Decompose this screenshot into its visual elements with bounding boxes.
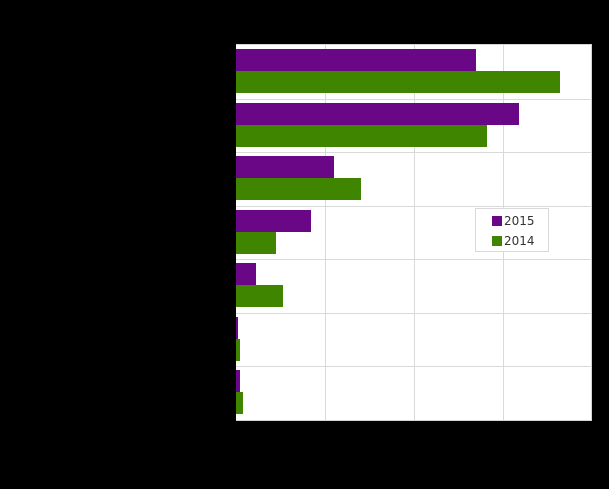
- horizontal-gridline: [236, 259, 591, 261]
- horizontal-gridline: [236, 312, 591, 314]
- bar-2015-row-1: [236, 49, 477, 71]
- bar-2014-row-7: [236, 392, 244, 415]
- bar-2014-row-4: [236, 231, 277, 254]
- horizontal-gridline: [236, 366, 591, 368]
- legend-swatch-2015: [492, 216, 502, 226]
- bar-2014-row-1: [236, 71, 560, 93]
- legend: 2015 2014: [475, 208, 549, 252]
- horizontal-gridline: [236, 152, 591, 154]
- bar-2014-row-3: [236, 178, 362, 201]
- bar-2014-row-6: [236, 338, 240, 361]
- legend-label-2014: 2014: [504, 234, 535, 248]
- legend-swatch-2014: [492, 236, 502, 246]
- horizontal-gridline: [236, 98, 591, 100]
- legend-item-2014: 2014: [492, 234, 535, 248]
- bar-2015-row-3: [236, 156, 334, 179]
- bar-2015-row-7: [236, 370, 240, 393]
- bar-2015-row-5: [236, 263, 256, 286]
- legend-item-2015: 2015: [492, 214, 535, 228]
- bar-2014-row-2: [236, 124, 487, 147]
- legend-label-2015: 2015: [504, 214, 535, 228]
- vertical-gridline: [325, 45, 326, 420]
- bar-2015-row-4: [236, 209, 311, 232]
- bar-2015-row-2: [236, 102, 520, 125]
- horizontal-gridline: [236, 205, 591, 207]
- bar-2015-row-6: [236, 316, 238, 339]
- vertical-gridline: [414, 45, 415, 420]
- bar-2014-row-5: [236, 285, 284, 308]
